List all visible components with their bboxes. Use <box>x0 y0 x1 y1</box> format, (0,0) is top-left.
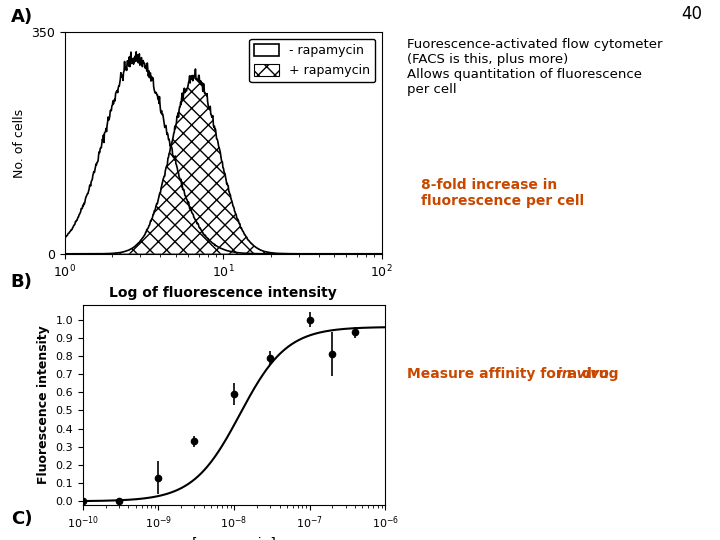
Text: B): B) <box>11 273 32 291</box>
Text: A): A) <box>11 8 33 26</box>
Legend: - rapamycin, + rapamycin: - rapamycin, + rapamycin <box>249 39 375 82</box>
X-axis label: Log of fluorescence intensity: Log of fluorescence intensity <box>109 286 337 300</box>
Text: Fuorescence-activated flow cytometer
(FACS is this, plus more)
Allows quantitati: Fuorescence-activated flow cytometer (FA… <box>407 38 662 96</box>
X-axis label: [rapamycin]: [rapamycin] <box>192 537 276 540</box>
Y-axis label: Fluorescence intensity: Fluorescence intensity <box>37 326 50 484</box>
Text: C): C) <box>11 510 32 528</box>
Text: Measure affinity for a drug: Measure affinity for a drug <box>407 367 624 381</box>
Text: 40: 40 <box>681 5 702 23</box>
Text: in vivo: in vivo <box>557 367 608 381</box>
Text: 8-fold increase in
fluorescence per cell: 8-fold increase in fluorescence per cell <box>421 178 585 208</box>
Y-axis label: No. of cells: No. of cells <box>13 109 26 178</box>
